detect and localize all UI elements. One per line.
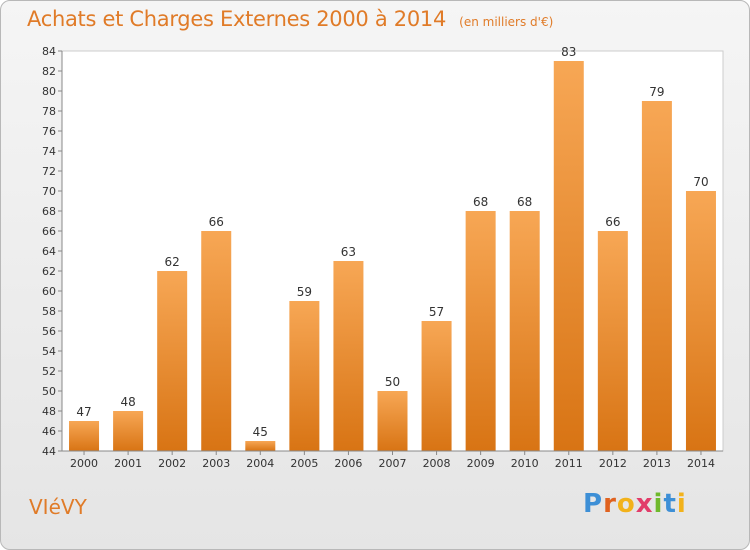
y-tick-label: 80 [42,85,56,98]
bar-value-label: 66 [209,215,224,229]
bar [465,211,496,451]
bar-value-label: 70 [693,175,708,189]
x-tick-label: 2014 [687,457,715,470]
logo-letter: t [663,489,677,519]
y-tick-label: 58 [42,305,56,318]
bar [113,411,144,451]
y-tick-label: 66 [42,225,56,238]
bar [641,101,672,451]
y-tick-label: 64 [42,245,56,258]
y-tick-label: 62 [42,265,56,278]
y-tick-label: 72 [42,165,56,178]
x-tick-label: 2003 [202,457,230,470]
bar-value-label: 45 [253,425,268,439]
y-tick-label: 76 [42,125,56,138]
y-tick-label: 52 [42,365,56,378]
logo-letter: o [616,489,636,519]
bar [553,61,584,451]
bar-value-label: 47 [76,405,91,419]
bar-value-label: 79 [649,85,664,99]
y-tick-label: 50 [42,385,56,398]
bar-value-label: 83 [561,45,576,59]
x-tick-label: 2012 [599,457,627,470]
chart-title: Achats et Charges Externes 2000 à 2014 [27,7,447,31]
logo-letter: r [603,489,617,519]
bar [289,301,320,451]
x-tick-label: 2013 [643,457,671,470]
y-tick-label: 82 [42,65,56,78]
y-tick-label: 84 [42,45,56,58]
y-tick-label: 60 [42,285,56,298]
bar [157,271,188,451]
bar-value-label: 59 [297,285,312,299]
bar [421,321,452,451]
bar [377,391,408,451]
bar [245,441,276,451]
x-tick-label: 2004 [246,457,274,470]
y-tick-label: 54 [42,345,56,358]
bar-value-label: 63 [341,245,356,259]
bar-value-label: 57 [429,305,444,319]
bar [333,261,364,451]
bar [69,421,100,451]
bar [201,231,232,451]
bar-value-label: 68 [517,195,532,209]
y-tick-label: 44 [42,445,56,458]
logo-letter: i [676,489,687,519]
y-tick-label: 74 [42,145,56,158]
x-tick-label: 2005 [290,457,318,470]
bar [509,211,540,451]
y-tick-label: 78 [42,105,56,118]
y-tick-label: 56 [42,325,56,338]
commune-name: VIéVY [29,495,87,519]
x-tick-label: 2002 [158,457,186,470]
x-tick-label: 2006 [334,457,362,470]
y-tick-label: 48 [42,405,56,418]
x-tick-label: 2008 [423,457,451,470]
x-tick-label: 2010 [511,457,539,470]
y-tick-label: 46 [42,425,56,438]
y-tick-label: 70 [42,185,56,198]
logo-letter: i [653,489,664,519]
x-tick-label: 2007 [379,457,407,470]
x-tick-label: 2011 [555,457,583,470]
bar-value-label: 68 [473,195,488,209]
bar [597,231,628,451]
proxiti-logo[interactable]: Proxiti [583,489,687,519]
logo-letter: P [583,489,604,519]
x-tick-label: 2009 [467,457,495,470]
x-tick-label: 2000 [70,457,98,470]
logo-letter: x [635,489,654,519]
x-tick-label: 2001 [114,457,142,470]
chart-unit: (en milliers d'€) [459,15,554,29]
bar-value-label: 48 [120,395,135,409]
bar-value-label: 66 [605,215,620,229]
bar-value-label: 50 [385,375,400,389]
bar [685,191,716,451]
y-tick-label: 68 [42,205,56,218]
bar-value-label: 62 [165,255,180,269]
chart-title-block: Achats et Charges Externes 2000 à 2014 (… [27,7,553,31]
